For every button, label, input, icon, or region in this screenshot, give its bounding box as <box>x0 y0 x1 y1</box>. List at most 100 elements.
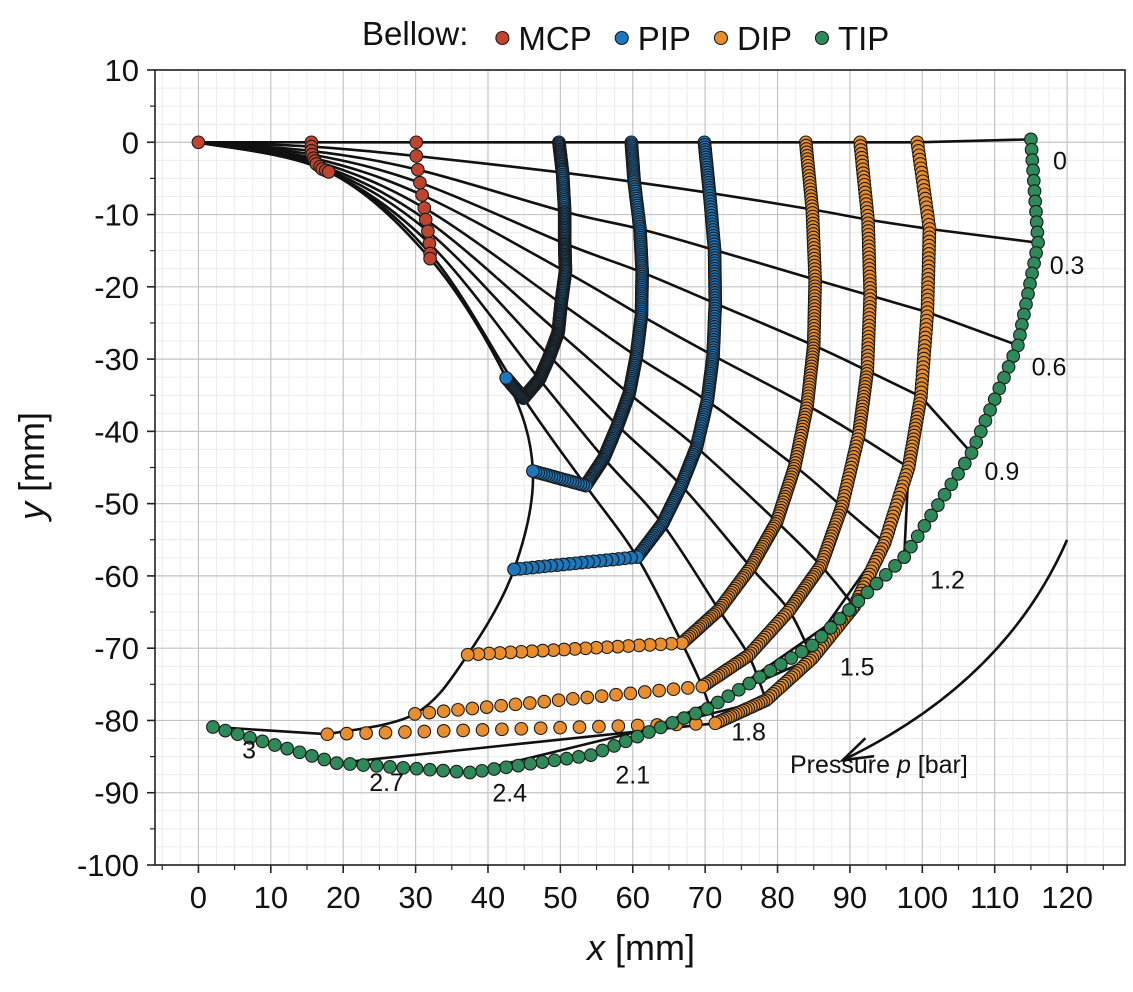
dip-marker <box>566 691 580 706</box>
dip-marker <box>551 693 566 708</box>
tip-marker <box>851 594 866 609</box>
finger-tip-segment <box>212 725 328 736</box>
tip-marker <box>910 529 925 544</box>
pressure-label: 0.6 <box>1032 353 1067 381</box>
y-axis-unit: [mm] <box>11 412 52 492</box>
x-axis-unit: [mm] <box>615 927 695 968</box>
mcp-marker <box>423 251 437 266</box>
minor-grid <box>155 70 1125 865</box>
dip-marker <box>708 716 723 731</box>
dip-marker <box>417 724 432 739</box>
tip-marker <box>878 567 893 582</box>
pressure-label: 2.7 <box>369 769 404 797</box>
tip-marker <box>964 446 979 460</box>
tip-marker <box>329 756 344 770</box>
y-tick-label: -70 <box>94 631 139 666</box>
finger-curve <box>198 141 856 608</box>
tip-marker <box>763 663 778 678</box>
tip-marker <box>396 760 411 775</box>
pressure-label: 2.4 <box>492 780 527 808</box>
tip-marker <box>710 695 725 710</box>
dip-marker <box>572 720 587 734</box>
mcp-marker <box>191 135 206 150</box>
tip-marker <box>305 749 319 763</box>
dip-marker <box>580 690 595 705</box>
tip-marker <box>595 743 610 758</box>
pressure-label: 2.1 <box>615 762 650 790</box>
tip-marker <box>267 738 282 752</box>
finger-tip-segment <box>926 310 1019 347</box>
x-tick-label: 30 <box>398 880 432 915</box>
y-tick-label: -50 <box>94 487 139 522</box>
tip-marker <box>869 576 884 591</box>
finger-curve <box>198 141 922 398</box>
dip-marker <box>422 705 437 720</box>
tip-marker <box>944 477 959 492</box>
tip-marker <box>280 741 295 756</box>
marker-group <box>191 132 1045 780</box>
tip-marker <box>535 755 550 769</box>
pressure-label: 1.5 <box>840 653 875 681</box>
tip-marker <box>475 763 489 778</box>
legend-marker-pip <box>614 30 629 46</box>
tip-marker <box>218 723 233 738</box>
finger-curve <box>198 141 886 544</box>
tip-marker <box>897 550 912 564</box>
tip-marker <box>742 676 757 691</box>
tip-marker <box>805 638 820 653</box>
tip-marker <box>383 760 397 774</box>
pressure-label: 0 <box>1053 147 1067 175</box>
tip-marker <box>688 706 703 721</box>
dip-marker <box>436 724 451 738</box>
x-tick-label: 40 <box>471 880 505 915</box>
legend-label-pip: PIP <box>638 20 691 57</box>
y-tick-label: -20 <box>94 270 139 305</box>
y-tick-label: -60 <box>94 559 139 594</box>
pressure-label-var: p <box>896 751 911 779</box>
tip-marker <box>463 765 477 780</box>
dip-marker <box>475 723 490 737</box>
dip-marker <box>611 719 626 733</box>
dip-marker <box>320 727 335 742</box>
legend-label-dip: DIP <box>737 20 792 57</box>
tip-marker <box>957 456 972 471</box>
x-tick-label: 80 <box>760 880 794 915</box>
tip-marker <box>917 519 932 533</box>
tip-marker <box>523 756 538 771</box>
curve-group <box>198 138 1039 774</box>
dip-marker <box>456 723 470 738</box>
dip-marker <box>681 681 695 695</box>
pressure-label-unit: [bar] <box>911 751 968 779</box>
tip-marker <box>773 657 788 672</box>
y-tick-label: -30 <box>94 342 139 377</box>
dip-marker <box>592 719 606 734</box>
x-tick-label: 50 <box>543 880 577 915</box>
tip-marker <box>677 711 691 725</box>
tip-marker <box>230 727 245 742</box>
dip-marker <box>522 696 537 710</box>
dip-marker <box>652 683 666 698</box>
mcp-marker <box>417 201 432 215</box>
finger-tip-segment <box>929 227 1039 245</box>
tip-marker <box>583 748 598 762</box>
mcp-marker <box>421 224 435 239</box>
finger-tip-segment <box>917 138 1031 144</box>
pip-marker <box>499 371 513 385</box>
legend: Bellow: MCP PIP DIP TIP <box>362 15 889 57</box>
mcp-marker <box>410 162 425 177</box>
pressure-label: 3 <box>242 736 256 764</box>
tip-marker <box>343 757 357 771</box>
tick-group: 0 10 20 30 40 50 60 70 80 90 100 110 120100-10-20-30… <box>77 53 1104 915</box>
pressure-label: 1.2 <box>930 567 965 595</box>
dip-marker <box>494 698 508 713</box>
mcp-marker <box>415 188 429 202</box>
legend-marker-mcp <box>495 30 510 46</box>
legend-title: Bellow: <box>362 15 468 52</box>
finger-curve <box>198 141 535 736</box>
tip-marker <box>356 758 371 772</box>
tip-marker <box>665 715 680 730</box>
tip-marker <box>951 467 965 481</box>
x-tick-label: 20 <box>326 880 360 915</box>
tip-marker <box>423 762 437 777</box>
